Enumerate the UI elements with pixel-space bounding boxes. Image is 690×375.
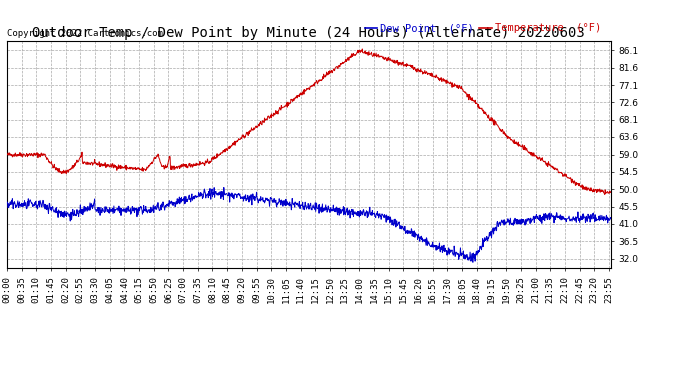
Text: Copyright 2022 Cartronics.com: Copyright 2022 Cartronics.com <box>7 29 163 38</box>
Legend: Dew Point  (°F), Temperature  (°F): Dew Point (°F), Temperature (°F) <box>361 19 605 38</box>
Title: Outdoor Temp / Dew Point by Minute (24 Hours) (Alternate) 20220603: Outdoor Temp / Dew Point by Minute (24 H… <box>32 26 585 40</box>
